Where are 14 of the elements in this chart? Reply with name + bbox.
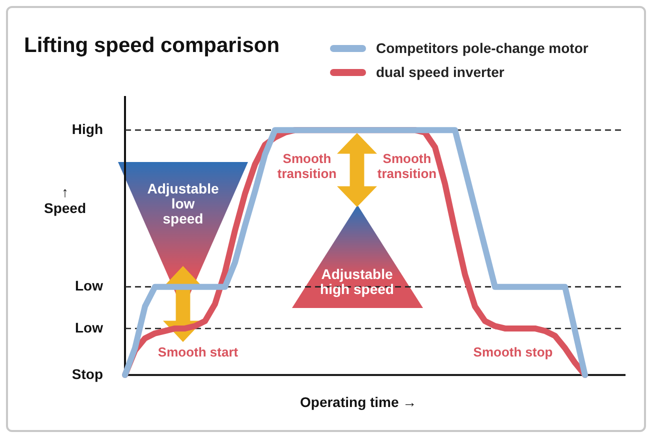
ref-line-label: High (72, 120, 103, 137)
ref-line-label: Low (75, 319, 104, 336)
legend-label: dual speed inverter (376, 64, 504, 80)
annotation: Smooth start (158, 344, 238, 360)
x-axis-title: Operating time → (300, 394, 417, 410)
ref-line-label: Stop (72, 366, 103, 382)
annotation: Smooth transition (377, 151, 437, 181)
annotation: Smooth transition (277, 151, 337, 181)
annotation: Smooth stop (473, 344, 553, 360)
ref-line-label: Low (75, 278, 104, 294)
y-axis-title: ↑ Speed (44, 184, 86, 216)
chart-title: Lifting speed comparison (24, 34, 280, 58)
legend-label: Competitors pole-change motor (376, 40, 588, 56)
annotation: Adjustable low speed (147, 180, 219, 226)
